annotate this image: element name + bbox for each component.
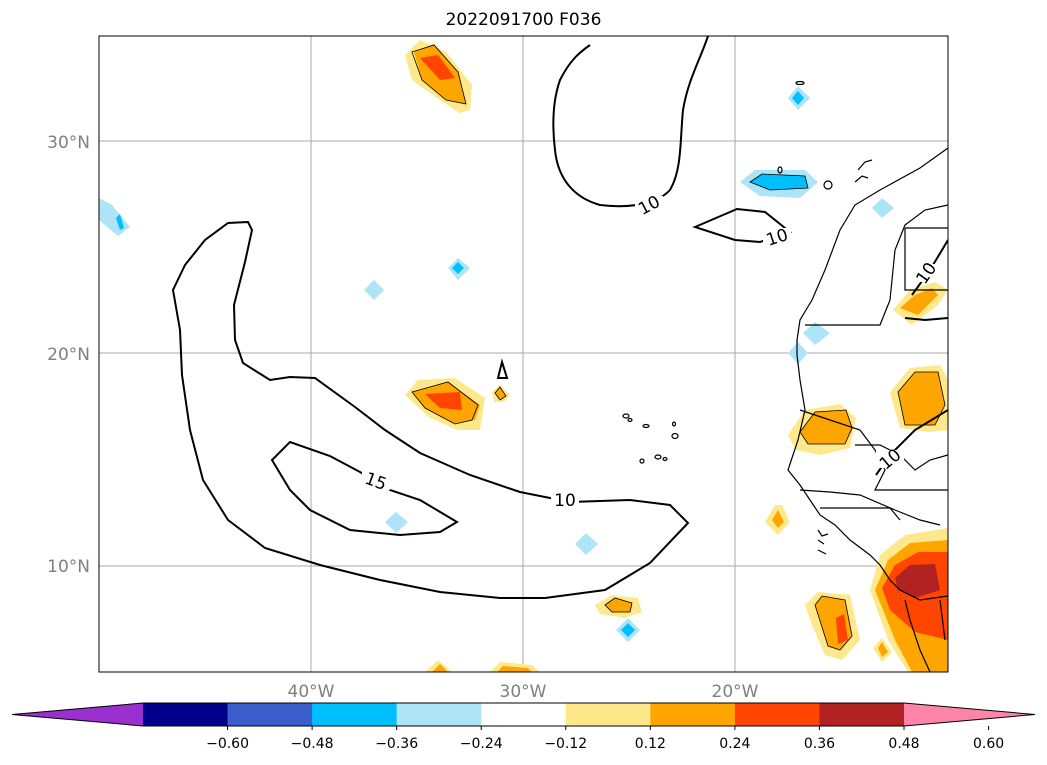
island-2 — [777, 166, 783, 174]
colorbar-tick-label: 0.24 — [719, 736, 750, 752]
colorbar-tick-label: −0.60 — [206, 736, 249, 752]
colorbar-segment — [481, 703, 567, 726]
border-a — [805, 204, 948, 326]
colorbar-extend-high — [904, 703, 1035, 726]
west-africa-coast — [787, 147, 948, 601]
contour-10-small — [496, 358, 509, 379]
colorbar-segment — [565, 703, 651, 726]
colorbar-segment — [312, 703, 398, 726]
lon-label-30w: 30°W — [500, 682, 547, 702]
lat-label-20n: 20°N — [47, 345, 90, 365]
cape-verde-3 — [627, 417, 633, 423]
cape-verde-8 — [662, 456, 668, 462]
contour-15 — [270, 440, 459, 537]
cape-verde-4 — [671, 421, 677, 427]
colorbar-segment — [143, 703, 229, 726]
colorbar-tick-label: −0.12 — [544, 736, 587, 752]
map-panel: 10 10 15 10 10 10 — [99, 36, 948, 672]
cape-verde-7 — [654, 454, 662, 460]
lat-label-30n: 30°N — [47, 133, 90, 153]
cape-verde-2 — [642, 423, 650, 429]
colorbar-extend-low — [12, 703, 143, 726]
thin-contours — [411, 44, 946, 651]
latitude-labels: 30°N 20°N 10°N — [47, 133, 90, 577]
negative-anomaly-patches — [99, 86, 894, 642]
cape-verde-6 — [639, 458, 645, 464]
bijagos-islands — [817, 529, 829, 555]
border-e — [855, 444, 948, 471]
canary-islands — [854, 159, 873, 183]
colorbar-segment — [734, 703, 820, 726]
border-d — [799, 489, 941, 526]
border-b — [904, 227, 948, 291]
colorbar-segment — [396, 703, 482, 726]
colorbar-segment — [227, 703, 313, 726]
colorbar-tick-label: 0.36 — [804, 736, 835, 752]
colorbar-segment — [650, 703, 736, 726]
colorbar: −0.60 −0.48 −0.36 −0.24 −0.12 0.12 0.24 0.36 0.4… — [11, 702, 1036, 752]
positive-anomaly-patches — [405, 40, 948, 672]
contour-labels: 10 10 15 10 10 10 — [362, 192, 941, 511]
colorbar-tick-label: −0.48 — [291, 736, 334, 752]
contour-10-north — [552, 36, 709, 208]
lon-label-40w: 40°W — [288, 682, 335, 702]
longitude-labels: 40°W 30°W 20°W — [288, 682, 759, 702]
island-3 — [795, 80, 805, 86]
thick-contours — [171, 36, 948, 599]
lon-label-20w: 20°W — [712, 682, 759, 702]
colorbar-segment — [819, 703, 905, 726]
island-1 — [823, 180, 833, 190]
colorbar-tick-label: 0.48 — [888, 736, 919, 752]
colorbar-tick-label: 0.12 — [635, 736, 666, 752]
colorbar-outline — [11, 702, 1036, 727]
border-f — [904, 599, 946, 672]
colorbar-tick-label: 0.60 — [973, 736, 1004, 752]
cape-verde-5 — [671, 432, 679, 440]
contour-10-main — [171, 220, 690, 599]
map-frame — [98, 35, 949, 673]
colorbar-tick-label: −0.24 — [460, 736, 503, 752]
contour-label-4: 10 — [554, 491, 576, 511]
map-title: 2022091700 F036 — [445, 10, 602, 30]
lat-label-10n: 10°N — [47, 557, 90, 577]
cape-verde-1 — [622, 413, 630, 419]
colorbar-tick-label: −0.36 — [375, 736, 418, 752]
